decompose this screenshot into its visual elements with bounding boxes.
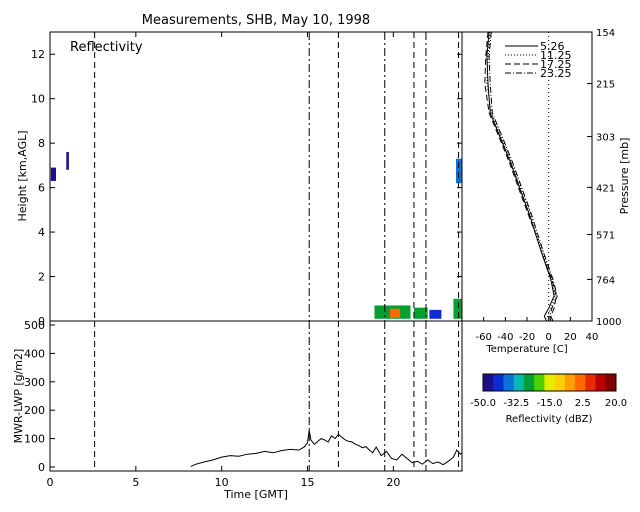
- echo-patch: [389, 308, 401, 318]
- lwp-series-line: [190, 430, 463, 467]
- height-tick-label: 0: [38, 315, 45, 328]
- temperature-series-line: [484, 31, 557, 322]
- time-axis: 0 5 10 15 20: [47, 32, 400, 489]
- colorbar-cell: [483, 374, 494, 391]
- temperature-axis: -60 -40 -20 0 20 40: [475, 317, 598, 343]
- echo-layer: [50, 152, 462, 319]
- pressure-tick-label: 154: [596, 28, 615, 39]
- time-marker-lines: [94, 32, 460, 321]
- colorbar-label: Reflectivity (dBZ): [506, 414, 593, 425]
- height-axis-label: Height [km,AGL]: [16, 130, 29, 221]
- pressure-tick-label: 764: [596, 275, 615, 286]
- lwp-frame: [49, 320, 463, 472]
- time-tick-label: 5: [132, 476, 139, 489]
- lwp-time-marker-lines: [94, 321, 460, 471]
- lwp-axis-label: MWR-LWP [g/m2]: [12, 349, 25, 444]
- colorbar-cell: [595, 374, 607, 391]
- colorbar-cell: [503, 374, 515, 391]
- colorbar-tick-label: -32.5: [503, 398, 529, 409]
- colorbar-tick-label: 2.5: [575, 398, 591, 409]
- colorbar-cell: [544, 374, 556, 391]
- time-tick-label: 15: [301, 476, 315, 489]
- pressure-axis: 1000 764 571 421 303 215 154: [587, 28, 621, 328]
- temperature-axis-label: Temperature [C]: [485, 344, 567, 355]
- legend-label: 5.26: [540, 40, 565, 53]
- colorbar-cell: [564, 374, 576, 391]
- echo-patch: [66, 152, 69, 170]
- colorbar-cell: [605, 374, 617, 391]
- colorbar-cell: [493, 374, 504, 391]
- colorbar-cell: [575, 374, 586, 391]
- colorbar-tick-label: 20.0: [605, 398, 627, 409]
- panel-annotation: Reflectivity: [70, 40, 143, 55]
- echo-patch: [50, 167, 57, 181]
- height-tick-label: 6: [38, 182, 45, 195]
- pressure-tick-label: 571: [596, 230, 615, 241]
- figure-title: Measurements, SHB, May 10, 1998: [142, 13, 370, 28]
- time-axis-label: Time [GMT]: [223, 488, 288, 501]
- reflectivity-panel: 0 2 4 6 8 10 12 Reflectivity Height [km,AGL]: [16, 31, 463, 328]
- pressure-tick-label: 421: [596, 183, 615, 194]
- height-tick-label: 4: [38, 226, 45, 239]
- colorbar-cells: [483, 374, 617, 391]
- colorbar-tick-labels: -50.0 -32.5 -15.0 2.5 20.0: [470, 398, 627, 409]
- temperature-series-line: [486, 31, 555, 322]
- time-tick-label: 20: [386, 476, 400, 489]
- colorbar-cell: [585, 374, 597, 391]
- colorbar-cell: [534, 374, 545, 391]
- height-tick-label: 2: [38, 271, 45, 284]
- legend-label: 23.25: [540, 67, 572, 80]
- pressure-tick-label: 215: [596, 80, 615, 91]
- pressure-axis-label: Pressure [mb]: [618, 138, 631, 215]
- colorbar: -50.0 -32.5 -15.0 2.5 20.0 Reflectivity (dBZ…: [470, 373, 627, 425]
- colorbar-cell: [554, 374, 566, 391]
- colorbar-frame: [482, 373, 617, 392]
- height-axis: 0 2 4 6 8 10 12: [31, 48, 462, 328]
- legend-label: 17.25: [540, 58, 572, 71]
- echo-patch: [453, 298, 462, 319]
- temperature-tick-label: -40: [497, 332, 513, 343]
- temperature-series-line: [488, 31, 558, 322]
- temperature-series-line: [486, 31, 556, 322]
- lwp-tick-label: 100: [24, 433, 45, 446]
- time-tick-label: 10: [215, 476, 229, 489]
- lwp-tick-label: 400: [24, 347, 45, 360]
- time-tick-label: 0: [47, 476, 54, 489]
- temperature-tick-label: -60: [475, 332, 491, 343]
- temperature-series: [484, 31, 558, 322]
- pressure-tick-label: 303: [596, 133, 615, 144]
- reflectivity-frame: [49, 31, 463, 322]
- echo-patch: [455, 158, 462, 184]
- lwp-tick-label: 300: [24, 376, 45, 389]
- temperature-tick-label: 0: [545, 332, 551, 343]
- colorbar-tick-label: -50.0: [470, 398, 496, 409]
- lwp-tick-label: 0: [38, 461, 45, 474]
- pressure-tick-label: 1000: [596, 317, 621, 328]
- lwp-tick-label: 200: [24, 404, 45, 417]
- lwp-axis: 0 100 200 300 400 500: [24, 319, 55, 474]
- temperature-tick-label: 20: [564, 332, 577, 343]
- echo-patch: [413, 307, 428, 319]
- height-tick-label: 12: [31, 48, 45, 61]
- temperature-tick-label: 40: [586, 332, 599, 343]
- colorbar-cell: [513, 374, 525, 391]
- colorbar-tick-label: -15.0: [537, 398, 563, 409]
- echo-patch: [429, 309, 442, 319]
- colorbar-cell: [523, 374, 535, 391]
- temperature-tick-label: -20: [519, 332, 535, 343]
- height-tick-label: 8: [38, 137, 45, 150]
- legend-label: 11.25: [540, 49, 572, 62]
- temperature-frame: [461, 31, 593, 322]
- height-tick-label: 10: [31, 93, 45, 106]
- lwp-tick-label: 500: [24, 319, 45, 332]
